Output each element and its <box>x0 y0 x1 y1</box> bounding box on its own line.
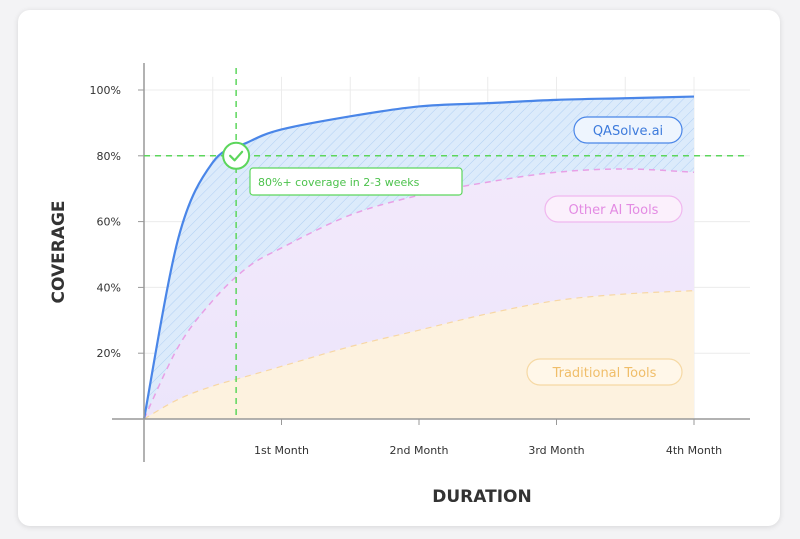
series-labels: QASolve.ai Other AI Tools Traditional Tool… <box>526 116 683 386</box>
series-lines <box>142 95 695 420</box>
y-axis-title: COVERAGE <box>49 200 69 303</box>
x-tick-label: 2nd Month <box>390 444 449 457</box>
y-tick-label: 100% <box>90 84 121 97</box>
annotation-layer: 80%+ coverage in 2-3 weeks <box>144 68 748 419</box>
y-tick-label: 80% <box>97 150 121 163</box>
y-tick-label: 40% <box>97 281 121 294</box>
axes: 20% 40% 60% 80% 100% 1st Month 2nd Month 3rd Mo… <box>90 63 750 462</box>
y-tick-label: 20% <box>97 347 121 360</box>
check-icon <box>222 141 251 170</box>
other-ai-tools-label-pill <box>544 195 683 223</box>
traditional-tools-label: Traditional Tools <box>552 366 657 381</box>
qasolve-line <box>142 95 695 420</box>
x-tick-label: 1st Month <box>254 444 309 457</box>
x-tick-label: 4th Month <box>666 444 722 457</box>
x-axis-title: DURATION <box>432 487 531 507</box>
qasolve-label: QASolve.ai <box>593 124 663 139</box>
x-tick-label: 3rd Month <box>528 444 584 457</box>
traditional-tools-label-pill <box>526 358 683 386</box>
checkmark-glyph <box>229 150 244 162</box>
traditional-tools-line <box>143 290 695 420</box>
annotation-text: 80%+ coverage in 2-3 weeks <box>258 176 420 189</box>
other-ai-tools-line <box>143 168 695 420</box>
y-tick-label: 60% <box>97 216 121 229</box>
traditional-tools-area <box>144 290 694 419</box>
qasolve-label-pill <box>573 116 683 144</box>
annotation-box <box>249 167 463 196</box>
other-ai-tools-area <box>144 168 694 419</box>
other-ai-tools-label: Other AI Tools <box>569 203 659 218</box>
